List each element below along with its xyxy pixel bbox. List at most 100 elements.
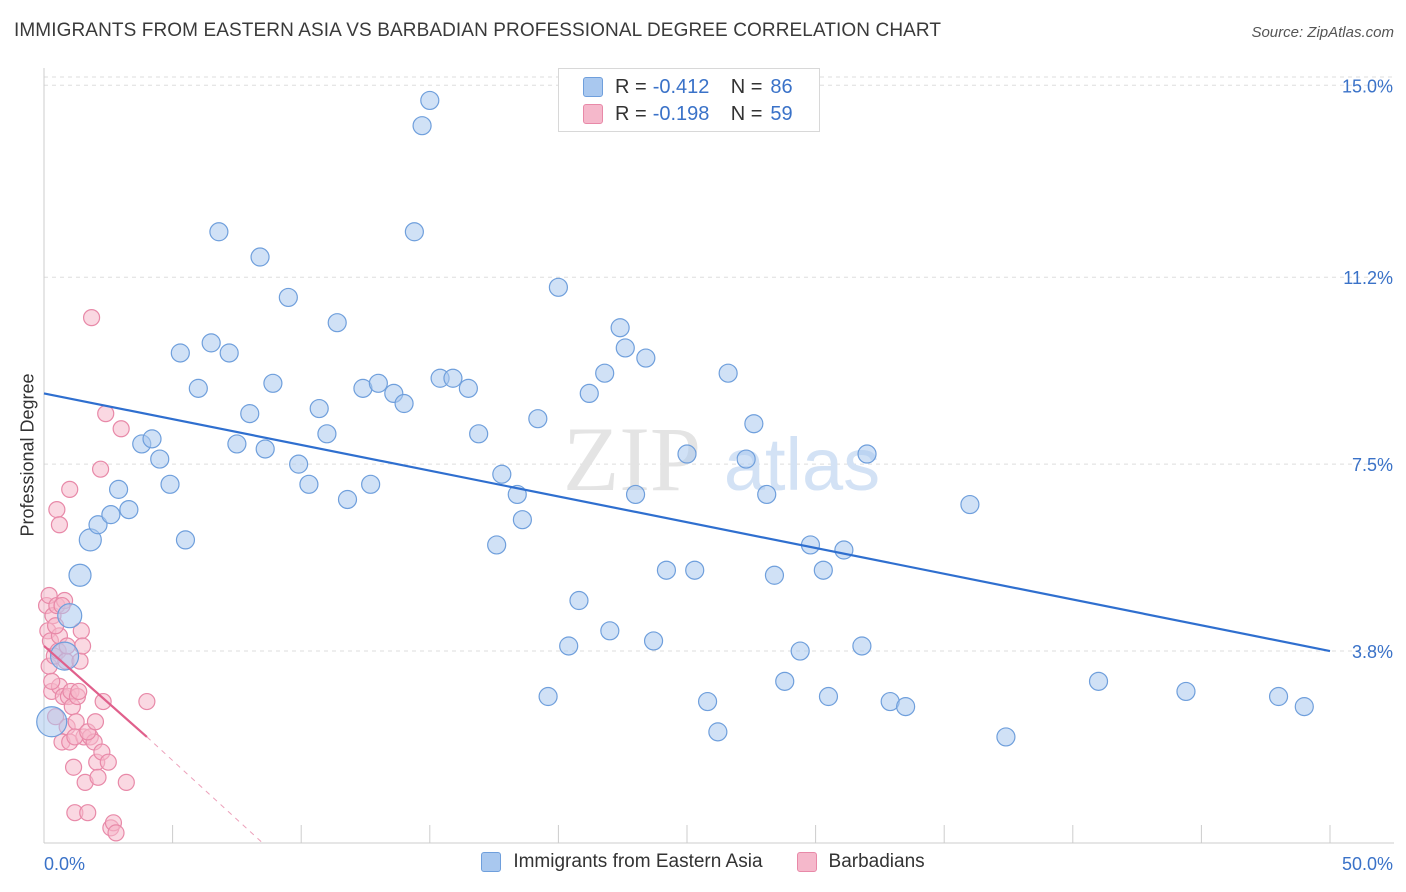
tick-labels: 3.8% 7.5% 11.2% 15.0% 0.0% 50.0% — [44, 76, 1393, 874]
y-tick-label-2: 11.2% — [1343, 268, 1393, 288]
blue-point-26 — [299, 474, 319, 494]
pink-point-49 — [117, 773, 135, 791]
blue-point-38 — [420, 90, 440, 111]
blue-point-59 — [643, 631, 664, 651]
legend-row-eastern-asia: R = -0.412 N = 86 — [583, 75, 793, 99]
pink-point-10 — [48, 500, 66, 519]
legend-row-barbadians: R = -0.198 N = 59 — [583, 102, 793, 126]
blue-point-15 — [188, 378, 208, 398]
y-tick-label-1: 7.5% — [1352, 455, 1393, 475]
blue-point-58 — [636, 348, 656, 368]
eastern-asia-trend-line — [43, 392, 1331, 653]
series-legend: Immigrants from Eastern Asia Barbadians — [0, 851, 1406, 873]
blue-point-48 — [538, 686, 558, 707]
blue-point-13 — [170, 343, 190, 363]
pink-point-40 — [91, 460, 110, 478]
blue-point-46 — [512, 510, 532, 530]
blue-point-82 — [1088, 671, 1109, 691]
pink-point-24 — [64, 758, 83, 776]
blue-point-77 — [857, 444, 877, 464]
source-credit: Source: ZipAtlas.com — [1251, 24, 1394, 41]
pink-point-36 — [82, 309, 101, 327]
series-legend-eastern-asia: Immigrants from Eastern Asia — [481, 851, 763, 873]
pink-point-57 — [86, 713, 105, 731]
y-tick-label-3: 15.0% — [1342, 76, 1393, 96]
blue-point-28 — [317, 424, 337, 444]
blue-point-61 — [677, 444, 697, 464]
blue-point-67 — [744, 414, 764, 434]
blue-point-41 — [458, 378, 478, 398]
blue-point-51 — [569, 590, 589, 611]
legend-r-value: -0.412 — [652, 75, 710, 98]
pink-point-13 — [50, 516, 69, 534]
blue-point-6 — [101, 505, 121, 525]
blue-point-74 — [818, 686, 839, 707]
grid-lines — [44, 76, 1394, 652]
blue-point-47 — [528, 409, 548, 429]
blue-point-17 — [209, 222, 229, 242]
blue-point-29 — [327, 313, 347, 333]
pink-point-58 — [138, 692, 156, 711]
blue-point-79 — [896, 697, 916, 717]
legend-r-label: R = — [615, 75, 647, 98]
blue-point-81 — [996, 727, 1016, 747]
pink-point-39 — [89, 768, 107, 786]
blue-point-12 — [160, 474, 180, 494]
blue-point-0 — [36, 706, 68, 738]
trend-lines — [43, 392, 1331, 844]
blue-point-18 — [219, 343, 239, 363]
blue-point-11 — [150, 449, 170, 469]
blue-point-69 — [764, 565, 785, 585]
blue-point-22 — [255, 439, 275, 459]
blue-point-42 — [469, 424, 489, 444]
blue-point-85 — [1294, 697, 1314, 717]
blue-point-76 — [852, 636, 872, 656]
series-legend-barbadians: Barbadians — [796, 851, 925, 873]
blue-point-50 — [559, 636, 579, 656]
series-swatch-pink — [796, 852, 817, 872]
blue-point-71 — [790, 641, 810, 661]
blue-point-24 — [278, 287, 298, 308]
blue-point-7 — [108, 479, 129, 499]
blue-point-1 — [49, 641, 80, 671]
barbadians-trend-line — [43, 645, 148, 738]
legend-n-label: N = — [730, 75, 763, 98]
blue-point-33 — [368, 373, 388, 393]
blue-point-52 — [579, 383, 599, 404]
pink-point-28 — [70, 682, 88, 701]
blue-point-27 — [309, 398, 329, 419]
blue-point-20 — [240, 404, 260, 424]
blue-point-68 — [757, 484, 777, 505]
blue-point-5 — [88, 515, 108, 535]
chart-title: IMMIGRANTS FROM EASTERN ASIA VS BARBADIA… — [14, 20, 942, 41]
legend-n-label: N = — [730, 102, 763, 125]
blue-point-21 — [250, 247, 270, 267]
legend-swatch-pink — [583, 104, 603, 124]
blue-point-63 — [697, 691, 718, 712]
blue-point-64 — [708, 722, 728, 742]
pink-point-44 — [99, 753, 117, 771]
blue-point-66 — [736, 449, 756, 469]
blue-point-36 — [404, 222, 424, 242]
blue-point-57 — [625, 484, 646, 505]
blue-point-53 — [595, 363, 615, 383]
pink-point-21 — [61, 480, 79, 498]
series-swatch-blue — [481, 852, 502, 872]
eastern-asia-points — [36, 90, 1314, 747]
blue-point-65 — [718, 363, 738, 383]
pink-point-50 — [43, 672, 61, 690]
blue-point-75 — [834, 540, 854, 560]
blue-point-49 — [548, 277, 569, 297]
barbadians-points — [37, 309, 156, 842]
blue-point-60 — [656, 560, 677, 580]
blue-point-83 — [1176, 681, 1196, 702]
blue-point-14 — [175, 530, 196, 550]
blue-point-80 — [960, 494, 980, 515]
blue-point-55 — [610, 318, 630, 338]
series-name: Barbadians — [828, 851, 925, 872]
pink-point-34 — [79, 804, 97, 822]
blue-point-44 — [492, 464, 512, 484]
pink-point-42 — [94, 692, 112, 711]
legend-r-value: -0.198 — [652, 102, 710, 125]
